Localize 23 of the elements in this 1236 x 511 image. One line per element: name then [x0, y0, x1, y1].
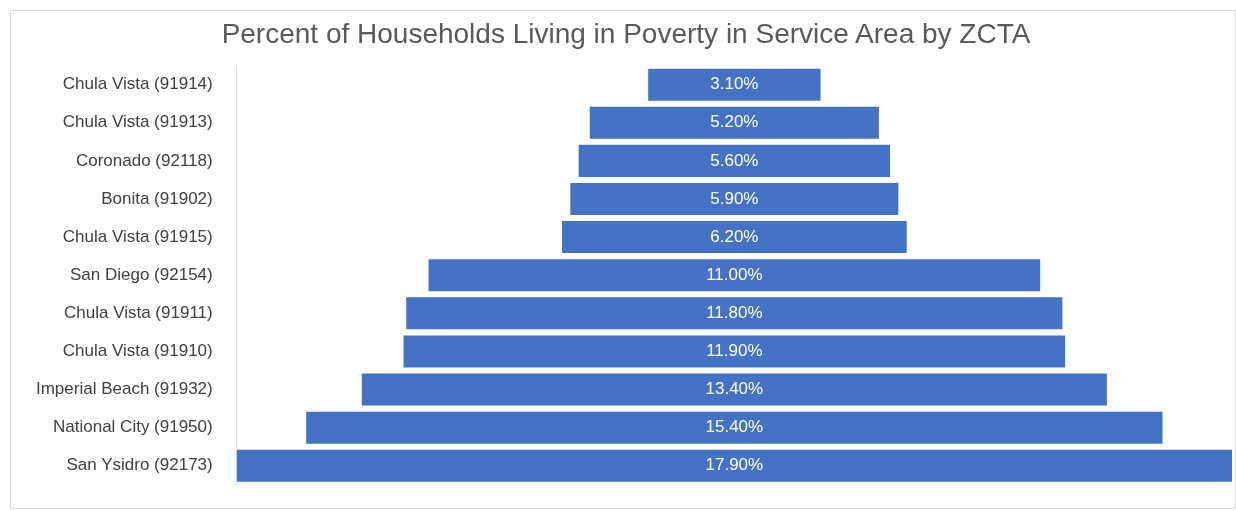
category-label: Chula Vista (91914) — [62, 74, 213, 94]
data-label: 15.40% — [705, 417, 764, 437]
data-label: 11.00% — [706, 264, 763, 284]
data-label: 3.10% — [710, 74, 759, 94]
data-label: 11.90% — [706, 341, 763, 361]
data-label: 5.20% — [710, 112, 759, 132]
category-label: National City (91950) — [53, 417, 213, 437]
data-label: 5.90% — [710, 188, 759, 208]
category-label: San Ysidro (92173) — [66, 455, 213, 475]
category-label: Coronado (92118) — [75, 150, 213, 170]
text: Percent of Households Living in Poverty in Service Area by ZCTA — [221, 17, 1031, 49]
category-label: San Diego (92154) — [69, 264, 213, 284]
category-label: Imperial Beach (91932) — [35, 379, 213, 399]
data-label: 5.60% — [710, 150, 759, 170]
data-label: 13.40% — [705, 379, 764, 399]
data-label: 11.80% — [706, 303, 763, 322]
category-label: Chula Vista (91911) — [64, 303, 213, 322]
category-label: Chula Vista (91913) — [62, 112, 213, 132]
category-label: Bonita (91902) — [101, 188, 213, 208]
category-label: Chula Vista (91915) — [62, 226, 213, 246]
data-label: 6.20% — [710, 226, 759, 246]
category-label: Chula Vista (91910) — [62, 341, 213, 361]
data-label: 17.90% — [705, 455, 764, 475]
